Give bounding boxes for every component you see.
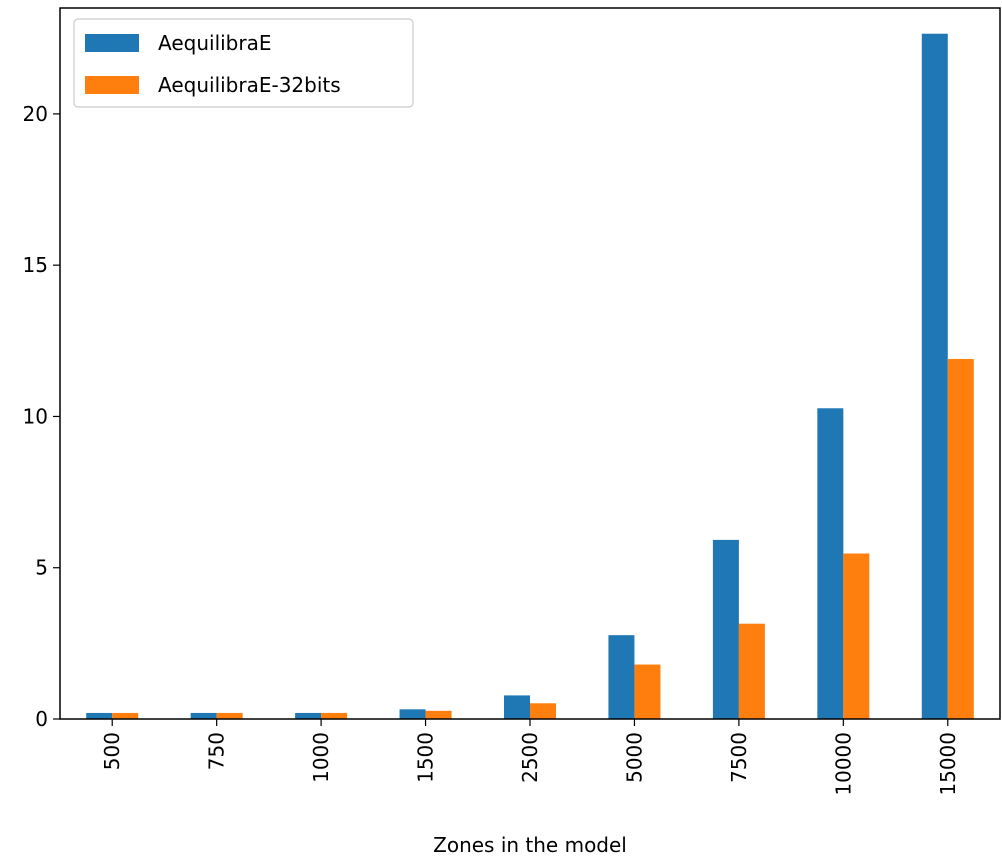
bar-aequilibrae-7500	[712, 539, 739, 719]
bar-aequilibrae-1500	[399, 709, 426, 719]
bar-aequilibrae-32bits-1000	[321, 712, 348, 719]
bar-aequilibrae-32bits-1500	[425, 710, 452, 719]
x-tick-label: 1000	[309, 732, 333, 783]
bar-aequilibrae-750	[190, 712, 217, 719]
legend-swatch-aequilibrae	[85, 34, 139, 52]
legend: AequilibraE AequilibraE-32bits	[73, 18, 414, 108]
y-axis-ticks: 0 5 10 15 20	[23, 102, 60, 731]
y-tick-label: 20	[23, 102, 48, 126]
bar-aequilibrae-15000	[921, 33, 948, 720]
bar-aequilibrae-32bits-10000	[843, 553, 870, 719]
y-tick-label: 10	[23, 404, 48, 428]
bar-aequilibrae-32bits-2500	[530, 703, 556, 719]
x-tick-label: 7500	[727, 732, 751, 783]
x-tick-label: 2500	[518, 732, 542, 783]
bars-group	[86, 33, 974, 720]
x-tick-label: 750	[205, 732, 229, 770]
x-axis-ticks: 500 750 1000 1500 2500 5000 7500 10000 15000	[100, 719, 960, 796]
legend-swatch-aequilibrae-32bits	[85, 76, 139, 94]
y-tick-label: 15	[23, 253, 48, 277]
bar-aequilibrae-32bits-7500	[738, 623, 765, 719]
bar-aequilibrae-32bits-500	[112, 712, 139, 719]
legend-label-aequilibrae-32bits: AequilibraE-32bits	[158, 73, 341, 97]
x-tick-label: 15000	[936, 732, 960, 796]
bar-aequilibrae-10000	[817, 408, 844, 719]
y-tick-label: 0	[35, 707, 48, 731]
plot-frame	[59, 7, 1001, 720]
bar-aequilibrae-32bits-750	[216, 712, 243, 719]
bar-aequilibrae-32bits-5000	[634, 664, 661, 719]
bar-aequilibrae-32bits-15000	[947, 358, 974, 719]
x-tick-label: 5000	[622, 732, 646, 783]
bar-aequilibrae-500	[86, 712, 113, 719]
bar-aequilibrae-2500	[504, 695, 530, 719]
x-tick-label: 1500	[414, 732, 438, 783]
x-tick-label: 10000	[831, 732, 855, 796]
y-tick-label: 5	[35, 556, 48, 580]
x-tick-label: 500	[100, 732, 124, 770]
bar-aequilibrae-5000	[608, 635, 635, 719]
legend-box	[73, 18, 414, 108]
legend-label-aequilibrae: AequilibraE	[158, 31, 272, 55]
bar-aequilibrae-1000	[295, 712, 322, 719]
x-axis-label: Zones in the model	[433, 833, 627, 857]
